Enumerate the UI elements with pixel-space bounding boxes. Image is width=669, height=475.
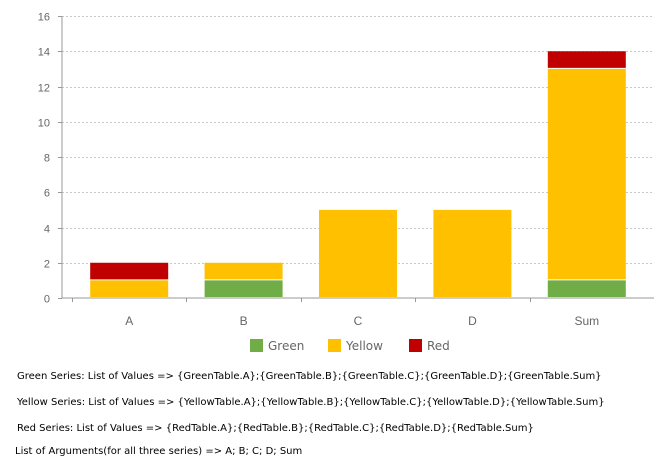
y-tick-label: 8 — [44, 153, 50, 165]
legend-label: Green — [268, 339, 304, 353]
legend-swatch — [250, 339, 263, 352]
stacked-bar-chart: 0 2 4 6 8 10 12 14 16 A B C D Sum Green Yellow Red — [38, 12, 654, 353]
legend-item-yellow: Yellow — [328, 339, 383, 353]
note-arguments: List of Arguments(for all three series) … — [15, 446, 303, 457]
y-tick-label: 4 — [44, 224, 50, 236]
x-tick-label: Sum — [574, 314, 599, 328]
legend: Green Yellow Red — [250, 339, 450, 353]
note-green-series: Green Series: List of Values => {GreenTa… — [17, 371, 602, 382]
bar-red-a — [90, 262, 169, 280]
x-tick-label: A — [125, 314, 133, 328]
legend-swatch — [328, 339, 341, 352]
x-tick-label: C — [354, 314, 363, 328]
y-tick-label: 2 — [44, 259, 50, 271]
y-tick-label: 0 — [44, 294, 50, 306]
legend-swatch — [409, 339, 422, 352]
y-axis-tick-labels: 0 2 4 6 8 10 12 14 16 — [38, 12, 62, 306]
y-tick-label: 14 — [38, 47, 50, 59]
bar-yellow-c — [319, 209, 397, 297]
legend-label: Red — [427, 339, 450, 353]
y-tick-label: 6 — [44, 188, 50, 200]
bar-green-b — [204, 280, 283, 297]
y-tick-label: 10 — [38, 118, 50, 130]
x-tick-label: B — [240, 314, 248, 328]
bar-yellow-d — [433, 209, 512, 297]
note-red-series: Red Series: List of Values => {RedTable.… — [17, 423, 534, 434]
legend-label: Yellow — [345, 339, 383, 353]
bar-yellow-a — [90, 280, 169, 297]
legend-item-green: Green — [250, 339, 304, 353]
legend-item-red: Red — [409, 339, 450, 353]
bar-green-sum — [547, 280, 626, 297]
bar-yellow-b — [204, 262, 283, 280]
bar-yellow-sum — [547, 68, 626, 280]
bars — [90, 51, 626, 297]
x-tick-label: D — [468, 314, 477, 328]
y-tick-label: 12 — [38, 83, 50, 95]
x-axis-category-labels: A B C D Sum — [72, 298, 599, 328]
bar-red-sum — [547, 51, 626, 68]
y-tick-label: 16 — [38, 12, 50, 24]
note-yellow-series: Yellow Series: List of Values => {Yellow… — [17, 397, 605, 408]
